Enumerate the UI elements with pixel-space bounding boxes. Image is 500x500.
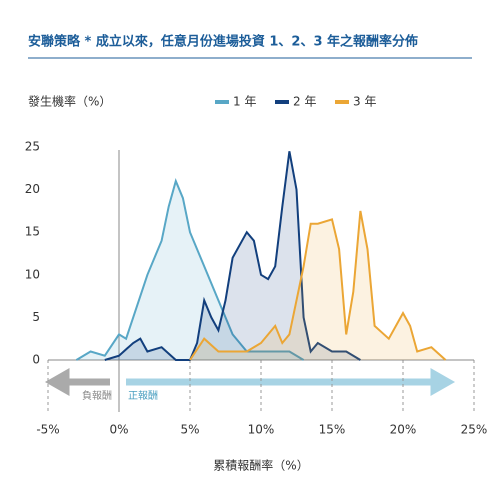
area: [190, 210, 446, 360]
legend-label: 1 年: [233, 95, 256, 109]
positive-label: 正報酬: [128, 390, 158, 402]
x-tick-label: 0%: [109, 423, 128, 437]
legend-label: 2 年: [293, 95, 316, 109]
negative-label: 負報酬: [82, 390, 112, 402]
x-tick-label: -5%: [36, 423, 59, 437]
y-tick-label: 10: [25, 267, 40, 281]
line: [189, 210, 447, 361]
x-tick-label: 15%: [319, 423, 346, 437]
x-tick-label: 10%: [248, 423, 275, 437]
x-tick-label: 20%: [390, 423, 417, 437]
y-tick-label: 15: [25, 225, 40, 239]
negative-arrow: [44, 367, 110, 397]
area: [76, 181, 304, 360]
x-tick-label: 25%: [461, 423, 488, 437]
y-tick-label: 0: [32, 353, 40, 367]
positive-arrow: [126, 367, 456, 397]
chart-title: 安聯策略 * 成立以來，任意月份進場投資 1、2、3 年之報酬率分佈: [28, 34, 418, 50]
legend-label: 3 年: [353, 95, 376, 109]
y-axis-label: 發生機率（%）: [28, 94, 111, 109]
line: [75, 178, 305, 361]
x-axis-label: 累積報酬率（%）: [213, 458, 308, 473]
x-tick-label: 5%: [180, 423, 199, 437]
y-tick-label: 20: [25, 182, 40, 196]
line: [104, 151, 361, 361]
y-tick-label: 5: [32, 310, 40, 324]
y-tick-label: 25: [25, 140, 40, 154]
